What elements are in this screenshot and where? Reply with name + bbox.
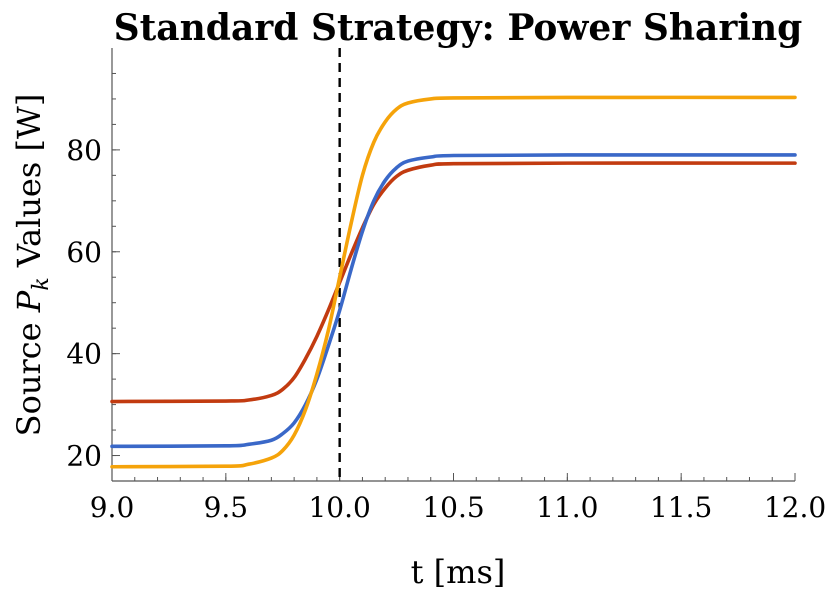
series-line-1 bbox=[110, 161, 797, 404]
x-tick-label: 9.0 bbox=[90, 491, 135, 524]
minor-ticks bbox=[111, 72, 796, 481]
x-tick-label: 12.0 bbox=[764, 491, 826, 524]
x-tick-label: 11.0 bbox=[536, 491, 598, 524]
y-tick-label: 20 bbox=[66, 440, 102, 473]
x-tick-label: 9.5 bbox=[204, 491, 249, 524]
axes bbox=[111, 48, 795, 482]
series-group bbox=[110, 95, 797, 469]
y-axis-label-prefix: Source bbox=[10, 312, 48, 436]
y-axis-label: Source Pk Values [W] bbox=[10, 94, 54, 437]
x-tick-label: 10.5 bbox=[422, 491, 484, 524]
chart-title: Standard Strategy: Power Sharing bbox=[114, 7, 803, 49]
y-tick-label: 60 bbox=[66, 236, 102, 269]
y-axis-label-suffix: Values [W] bbox=[10, 94, 48, 278]
y-axis-label-variable: P bbox=[10, 290, 48, 313]
y-axis-label-subscript: k bbox=[29, 277, 54, 290]
series-line-2 bbox=[110, 153, 797, 449]
y-ticks: 20 40 60 80 bbox=[66, 134, 120, 473]
x-axis-label: t [ms] bbox=[411, 553, 506, 591]
x-ticks: 9.0 9.5 10.0 10.5 11.0 11.5 12.0 bbox=[90, 473, 826, 524]
y-tick-label: 80 bbox=[66, 134, 102, 167]
series-line-3 bbox=[110, 95, 797, 469]
x-tick-label: 11.5 bbox=[650, 491, 712, 524]
x-tick-label: 10.0 bbox=[308, 491, 370, 524]
y-tick-label: 40 bbox=[66, 338, 102, 371]
